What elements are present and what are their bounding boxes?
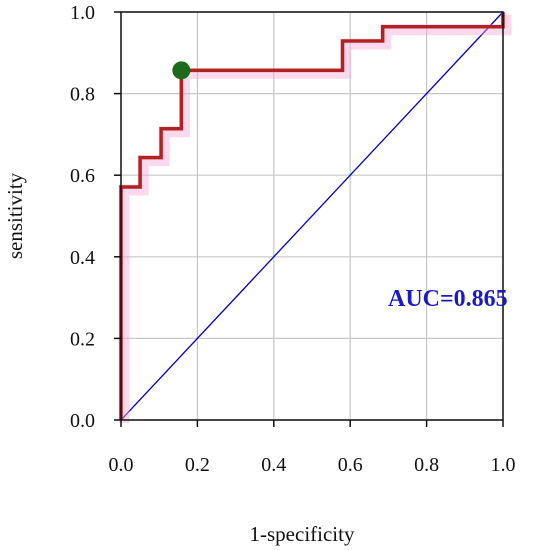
auc-annotation: AUC=0.865 — [388, 286, 508, 312]
optimal-cutoff-point — [172, 61, 191, 80]
roc-curve-highlight — [118, 15, 512, 423]
x-tick-label: 0.0 — [109, 454, 134, 476]
roc-curve-line — [119, 12, 505, 420]
y-tick-label: 0.6 — [70, 165, 95, 187]
y-tick-label: 0.0 — [70, 410, 95, 432]
y-tick-label: 1.0 — [70, 2, 95, 24]
x-axis-ticks: 0.0 0.2 0.4 0.6 0.8 1.0 — [109, 420, 516, 476]
x-tick-label: 1.0 — [491, 454, 516, 476]
y-axis-title: sensitivity — [3, 172, 27, 259]
plot-frame — [120, 11, 504, 421]
x-tick-label: 0.4 — [261, 454, 286, 476]
y-tick-label: 0.4 — [70, 247, 95, 269]
x-axis-title: 1-specificity — [250, 522, 355, 546]
y-tick-label: 0.8 — [70, 84, 95, 106]
x-tick-label: 0.8 — [414, 454, 439, 476]
y-tick-label: 0.2 — [70, 328, 95, 350]
reference-diagonal-line — [120, 11, 504, 421]
y-axis-ticks: 0.0 0.2 0.4 0.6 0.8 1.0 — [70, 2, 121, 432]
x-tick-label: 0.6 — [338, 454, 363, 476]
x-tick-label: 0.2 — [185, 454, 210, 476]
